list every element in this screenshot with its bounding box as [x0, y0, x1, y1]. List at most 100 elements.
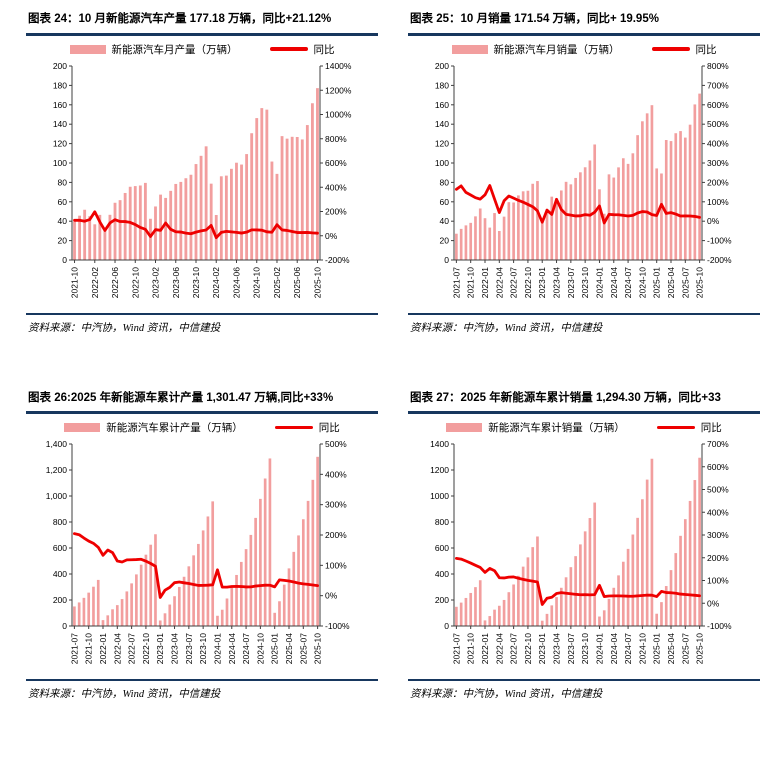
- svg-text:2025-10: 2025-10: [312, 266, 322, 297]
- svg-text:2022-04: 2022-04: [494, 633, 504, 664]
- svg-text:2022-10: 2022-10: [141, 633, 151, 664]
- line-legend-label: 同比: [318, 422, 340, 435]
- source-note: 资料来源：中汽协，Wind 资讯，中信建投: [410, 322, 603, 334]
- svg-text:100%: 100%: [325, 560, 347, 570]
- svg-text:-100%: -100%: [707, 235, 732, 245]
- bars-series: [455, 457, 701, 627]
- svg-text:2021-07: 2021-07: [451, 633, 461, 664]
- svg-text:300%: 300%: [325, 500, 347, 510]
- svg-text:1000: 1000: [430, 491, 449, 501]
- svg-text:2024-07: 2024-07: [241, 633, 251, 664]
- svg-text:0: 0: [62, 621, 67, 631]
- svg-text:300%: 300%: [707, 158, 729, 168]
- yoy-line-series: [454, 557, 702, 606]
- svg-text:2023-10: 2023-10: [580, 633, 590, 664]
- bar-legend-label: 新能源汽车月销量（万辆）: [493, 43, 620, 56]
- svg-text:0%: 0%: [325, 591, 338, 601]
- svg-text:0: 0: [444, 255, 449, 265]
- line-legend-label: 同比: [700, 422, 722, 435]
- title-rule: [408, 411, 760, 415]
- svg-text:2024-10: 2024-10: [252, 266, 262, 297]
- svg-text:2025-10: 2025-10: [313, 633, 323, 664]
- svg-text:2025-04: 2025-04: [666, 266, 676, 297]
- bar-legend-swatch: [451, 44, 488, 54]
- svg-text:2022-10: 2022-10: [523, 266, 533, 297]
- left-axis: 0 20 40 60 80 100 120 140 160 180 200: [53, 61, 73, 265]
- bars-series: [455, 93, 701, 260]
- svg-text:1200%: 1200%: [325, 85, 352, 95]
- svg-text:2023-06: 2023-06: [171, 266, 181, 297]
- svg-text:400%: 400%: [325, 182, 347, 192]
- svg-text:180: 180: [435, 80, 449, 90]
- svg-text:0: 0: [444, 621, 449, 631]
- svg-text:2025-01: 2025-01: [652, 633, 662, 664]
- svg-text:2023-10: 2023-10: [198, 633, 208, 664]
- svg-text:140: 140: [435, 119, 449, 129]
- svg-text:400%: 400%: [325, 469, 347, 479]
- svg-text:-200%: -200%: [325, 255, 350, 265]
- svg-text:2021-10: 2021-10: [70, 266, 80, 297]
- svg-text:200: 200: [435, 61, 449, 71]
- figure-title: 图表 24：10 月新能源汽车产量 177.18 万辆，同比+21.12%: [28, 13, 332, 25]
- monthly-sales-chart: 0 20 40 60 80 100 120 140 160 180 200 -200% -100% 0% 1…: [435, 61, 732, 298]
- svg-text:200%: 200%: [707, 177, 729, 187]
- svg-text:80: 80: [58, 177, 68, 187]
- figure-26-cumulative-production: 图表 26:2025 年新能源车累计产量 1,301.47 万辆,同比+33% …: [26, 389, 378, 702]
- svg-text:2025-04: 2025-04: [284, 633, 294, 664]
- svg-text:2022-07: 2022-07: [127, 633, 137, 664]
- bar-legend-label: 新能源汽车累计销量（万辆）: [488, 422, 625, 435]
- svg-text:40: 40: [58, 216, 68, 226]
- svg-text:2025-02: 2025-02: [272, 266, 282, 297]
- chart-legend: 新能源汽车月销量（万辆） 同比: [408, 42, 760, 57]
- svg-text:0: 0: [62, 255, 67, 265]
- bar-legend-swatch: [64, 423, 101, 433]
- bar-legend-swatch: [446, 423, 483, 433]
- svg-text:2023-04: 2023-04: [552, 633, 562, 664]
- chart-legend: 新能源汽车累计产量（万辆） 同比: [26, 420, 378, 435]
- svg-text:2024-10: 2024-10: [637, 266, 647, 297]
- yoy-line-series: [72, 532, 320, 599]
- svg-text:2022-07: 2022-07: [509, 266, 519, 297]
- svg-text:20: 20: [58, 235, 68, 245]
- svg-text:2022-01: 2022-01: [480, 266, 490, 297]
- title-rule: [408, 32, 760, 36]
- svg-text:2024-04: 2024-04: [609, 633, 619, 664]
- figure-27-cumulative-sales: 图表 27：2025 年新能源车累计销量 1,294.30 万辆，同比+33 新…: [408, 389, 760, 702]
- line-legend-swatch: [274, 425, 313, 430]
- svg-text:600%: 600%: [707, 99, 729, 109]
- svg-text:700%: 700%: [707, 80, 729, 90]
- svg-text:100%: 100%: [707, 196, 729, 206]
- svg-text:2025-01: 2025-01: [270, 633, 280, 664]
- svg-text:2022-07: 2022-07: [509, 633, 519, 664]
- bar-legend-swatch: [69, 44, 106, 54]
- svg-text:2023-07: 2023-07: [184, 633, 194, 664]
- svg-text:0%: 0%: [325, 230, 338, 240]
- svg-text:2024-06: 2024-06: [231, 266, 241, 297]
- svg-text:2023-07: 2023-07: [566, 266, 576, 297]
- source-rule: [26, 679, 378, 682]
- x-axis: 2021-07 2021-10 2022-01 2022-04 2022-07 2022-…: [451, 259, 705, 298]
- svg-text:160: 160: [435, 99, 449, 109]
- svg-text:800%: 800%: [707, 61, 729, 71]
- line-legend-label: 同比: [313, 43, 335, 56]
- right-axis: -100% 0% 100% 200% 300% 400% 500% 600% 700%: [701, 439, 732, 631]
- svg-text:100%: 100%: [707, 576, 729, 586]
- svg-text:300%: 300%: [707, 530, 729, 540]
- source-rule: [408, 679, 760, 682]
- right-axis: -200% 0% 200% 400% 600% 800% 1000% 1200% 1400%: [319, 61, 352, 265]
- svg-text:200: 200: [435, 595, 449, 605]
- svg-text:2022-10: 2022-10: [523, 633, 533, 664]
- x-axis: 2021-10 2022-02 2022-06 2022-10 2023-02 2023-…: [70, 259, 322, 298]
- svg-text:2022-04: 2022-04: [494, 266, 504, 297]
- svg-text:40: 40: [440, 216, 450, 226]
- title-rule: [26, 32, 378, 36]
- chart-legend: 新能源汽车累计销量（万辆） 同比: [408, 420, 760, 435]
- svg-text:2025-06: 2025-06: [292, 266, 302, 297]
- svg-text:1200: 1200: [430, 465, 449, 475]
- svg-text:1,400: 1,400: [46, 439, 68, 449]
- svg-text:2025-07: 2025-07: [680, 633, 690, 664]
- svg-text:800: 800: [435, 517, 449, 527]
- svg-text:2022-01: 2022-01: [98, 633, 108, 664]
- svg-text:400%: 400%: [707, 507, 729, 517]
- source-note: 资料来源：中汽协，Wind 资讯，中信建投: [28, 689, 221, 701]
